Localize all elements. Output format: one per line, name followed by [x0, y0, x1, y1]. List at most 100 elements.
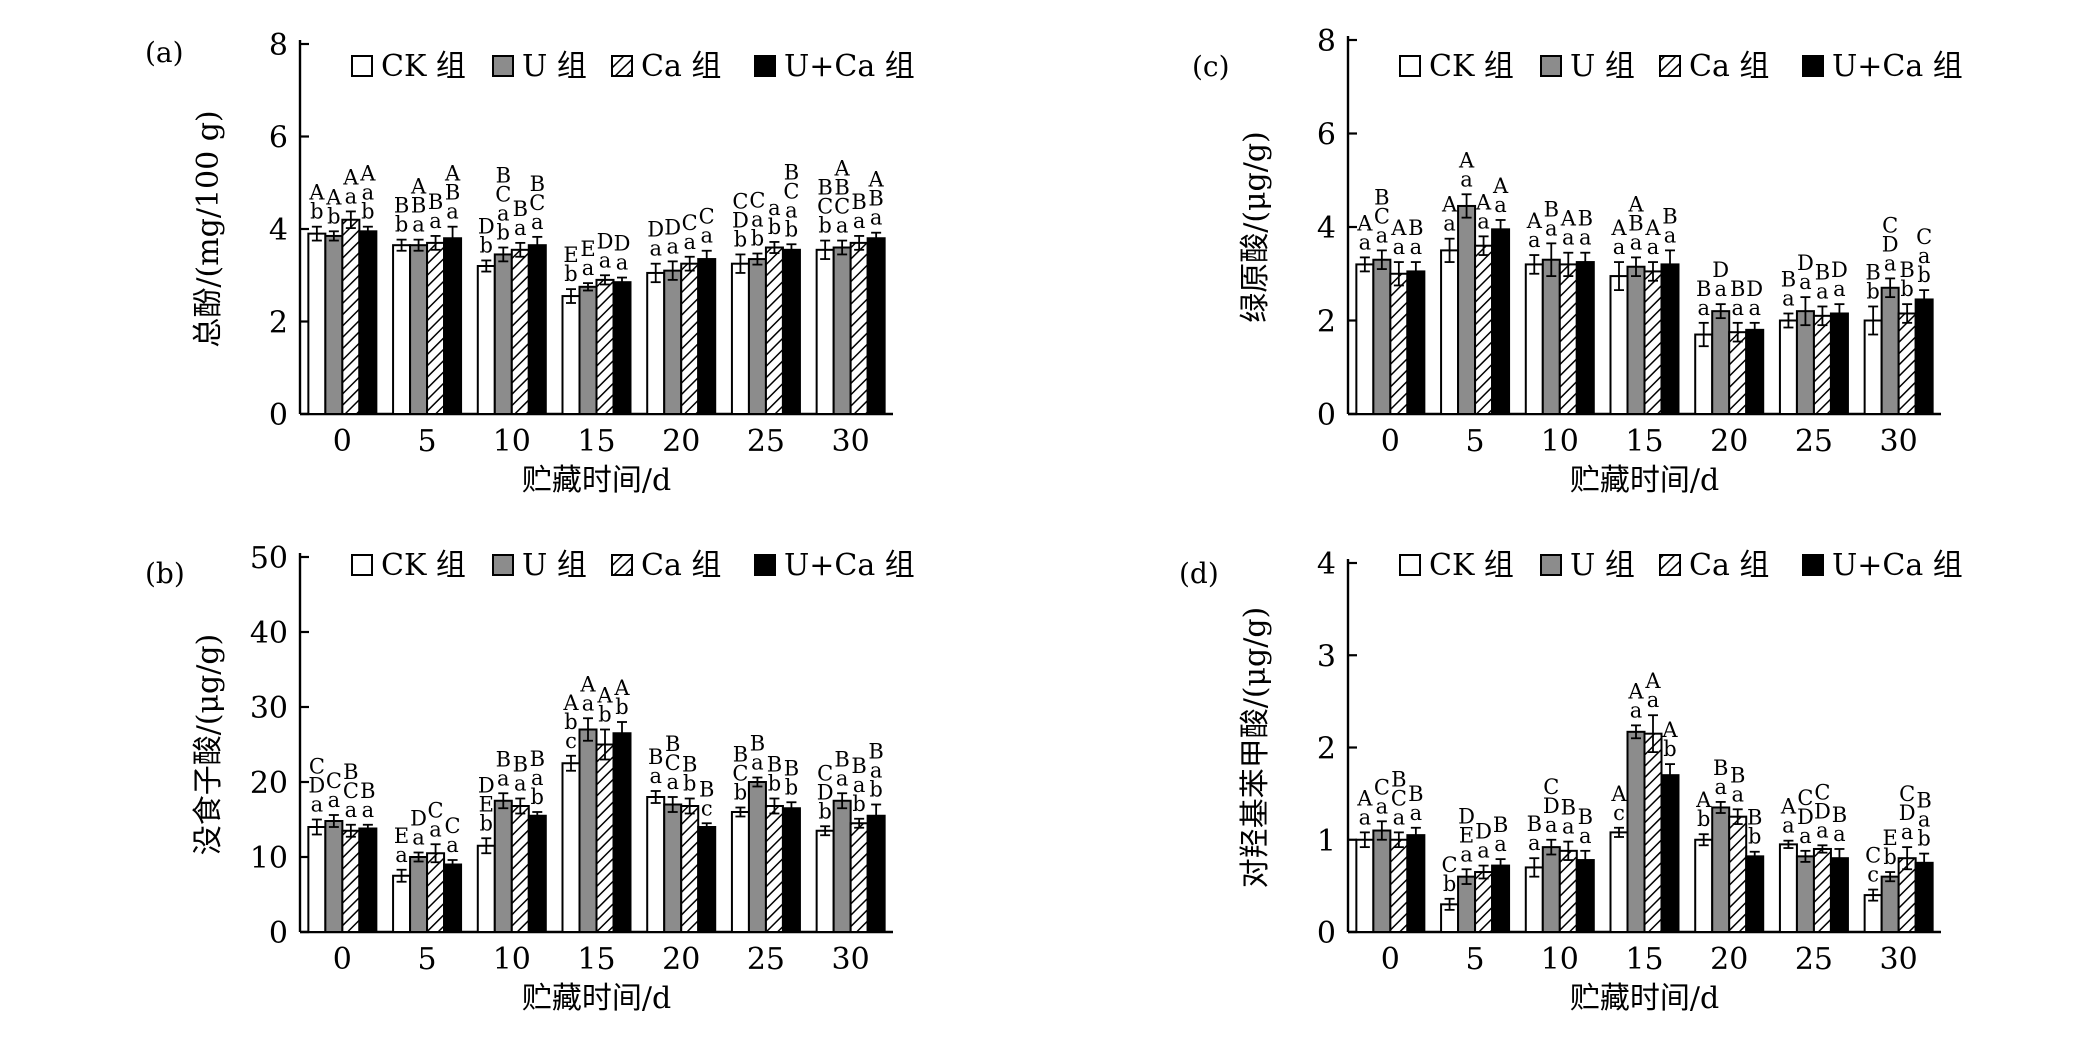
significance-letter: A — [596, 684, 613, 708]
bar-uca-day-0 — [1406, 834, 1426, 934]
significance-letter: D — [732, 208, 749, 232]
significance-letter: a — [649, 237, 662, 261]
significance-letter: A — [1695, 788, 1712, 812]
legend-label-ck: CK 组 — [1429, 49, 1514, 84]
bar-uca-day-25 — [781, 248, 801, 415]
bar-ca-day-20 — [680, 262, 700, 415]
significance-letter: b — [818, 214, 831, 238]
bar-u-day-0 — [324, 820, 344, 933]
bar-u-day-5 — [1457, 875, 1477, 934]
bar-ca-day-5 — [1474, 871, 1494, 933]
significance-letter: a — [599, 248, 612, 272]
significance-letter: a — [514, 772, 527, 796]
bar-ca-day-30 — [1897, 312, 1917, 415]
significance-letter: c — [1613, 801, 1625, 825]
significance-letter: B — [1832, 803, 1847, 827]
significance-letter: B — [817, 176, 832, 200]
y-tick-label: 1 — [1317, 824, 1336, 859]
bar-ck-day-10 — [1524, 263, 1544, 415]
significance-letter: D — [1458, 804, 1475, 828]
bar-uca-day-30 — [866, 814, 886, 933]
y-tick-label: 20 — [250, 766, 288, 801]
significance-letter: D — [410, 807, 427, 831]
y-tick-label: 0 — [269, 916, 288, 951]
significance-letter: b — [480, 233, 493, 257]
x-tick-label: 20 — [662, 942, 700, 977]
significance-letter: a — [1714, 775, 1727, 799]
x-tick-label: 30 — [832, 424, 870, 459]
significance-letter: C — [1374, 775, 1390, 799]
legend-label-ca: Ca 组 — [641, 548, 721, 583]
significance-letter: B — [394, 194, 409, 218]
bar-ck-day-10 — [476, 844, 496, 933]
significance-letter: C — [326, 769, 342, 793]
significance-letter: a — [1833, 277, 1846, 301]
significance-letter: D — [1543, 794, 1560, 818]
y-tick-label: 40 — [250, 616, 288, 651]
bar-ca-day-0 — [341, 829, 361, 933]
legend-swatch-u — [1540, 554, 1562, 576]
significance-letter: a — [429, 209, 442, 233]
significance-letter: a — [1833, 822, 1846, 846]
significance-letter: b — [734, 781, 747, 805]
significance-letter: C — [732, 189, 748, 213]
significance-letter: B — [784, 160, 799, 184]
legend-swatch-ck — [351, 55, 373, 77]
significance-letter: b — [480, 811, 493, 835]
bar-ck-day-25 — [1778, 843, 1798, 933]
significance-letter: a — [531, 210, 544, 234]
significance-letter: B — [767, 753, 782, 777]
x-tick-label: 0 — [333, 942, 352, 977]
significance-letter: A — [1610, 216, 1627, 240]
legend-label-u: U 组 — [522, 548, 587, 583]
significance-letter: a — [1630, 230, 1643, 254]
legend-label-ck: CK 组 — [381, 49, 466, 84]
significance-letter: b — [1443, 872, 1456, 896]
significance-letter: D — [647, 218, 664, 242]
significance-letter: B — [411, 194, 426, 218]
bar-uca-day-20 — [697, 826, 717, 933]
significance-letter: C — [732, 762, 748, 786]
significance-letter: B — [1713, 756, 1728, 780]
bar-uca-day-15 — [1660, 774, 1680, 933]
x-tick-label: 10 — [493, 942, 531, 977]
bar-ck-day-20 — [646, 271, 666, 415]
significance-letter: a — [582, 691, 595, 715]
legend-label-ck: CK 组 — [381, 548, 466, 583]
bar-uca-day-5 — [1491, 864, 1511, 934]
bar-u-day-0 — [1372, 829, 1392, 934]
bar-ca-day-15 — [595, 278, 615, 415]
significance-letter: D — [597, 229, 614, 253]
bar-u-day-20 — [1711, 310, 1731, 415]
significance-letter: a — [683, 230, 696, 254]
significance-letter: E — [1882, 826, 1897, 850]
significance-letter: A — [1780, 795, 1797, 819]
legend-label-ca: Ca 组 — [1689, 49, 1769, 84]
x-axis-label: 贮藏时间/d — [522, 463, 671, 498]
significance-letter: a — [1579, 226, 1592, 250]
significance-letter: B — [360, 779, 375, 803]
bar-uca-day-0 — [1406, 270, 1426, 415]
bar-uca-day-25 — [1829, 857, 1849, 934]
significance-letter: B — [530, 172, 545, 196]
bar-u-day-10 — [1541, 258, 1561, 415]
legend-swatch-uca — [754, 554, 776, 576]
y-axis-label: 绿原酸/(μg/g) — [1238, 131, 1273, 323]
y-tick-label: 4 — [1317, 547, 1336, 582]
bar-ck-day-30 — [815, 248, 835, 415]
significance-letter: E — [563, 243, 578, 267]
legend-label-uca: U+Ca 组 — [1832, 548, 1963, 583]
bar-uca-day-0 — [358, 230, 378, 415]
significance-letter: a — [1630, 698, 1643, 722]
y-tick-label: 6 — [269, 121, 288, 156]
significance-letter: B — [868, 740, 883, 764]
bar-uca-day-5 — [443, 237, 463, 415]
bar-uca-day-5 — [1491, 228, 1511, 415]
significance-letter: a — [412, 213, 425, 237]
bar-ck-day-5 — [1440, 249, 1460, 415]
bar-ck-day-15 — [561, 295, 581, 415]
significance-letter: D — [1831, 258, 1848, 282]
x-tick-label: 10 — [1541, 424, 1579, 459]
bar-u-day-20 — [1711, 806, 1731, 934]
